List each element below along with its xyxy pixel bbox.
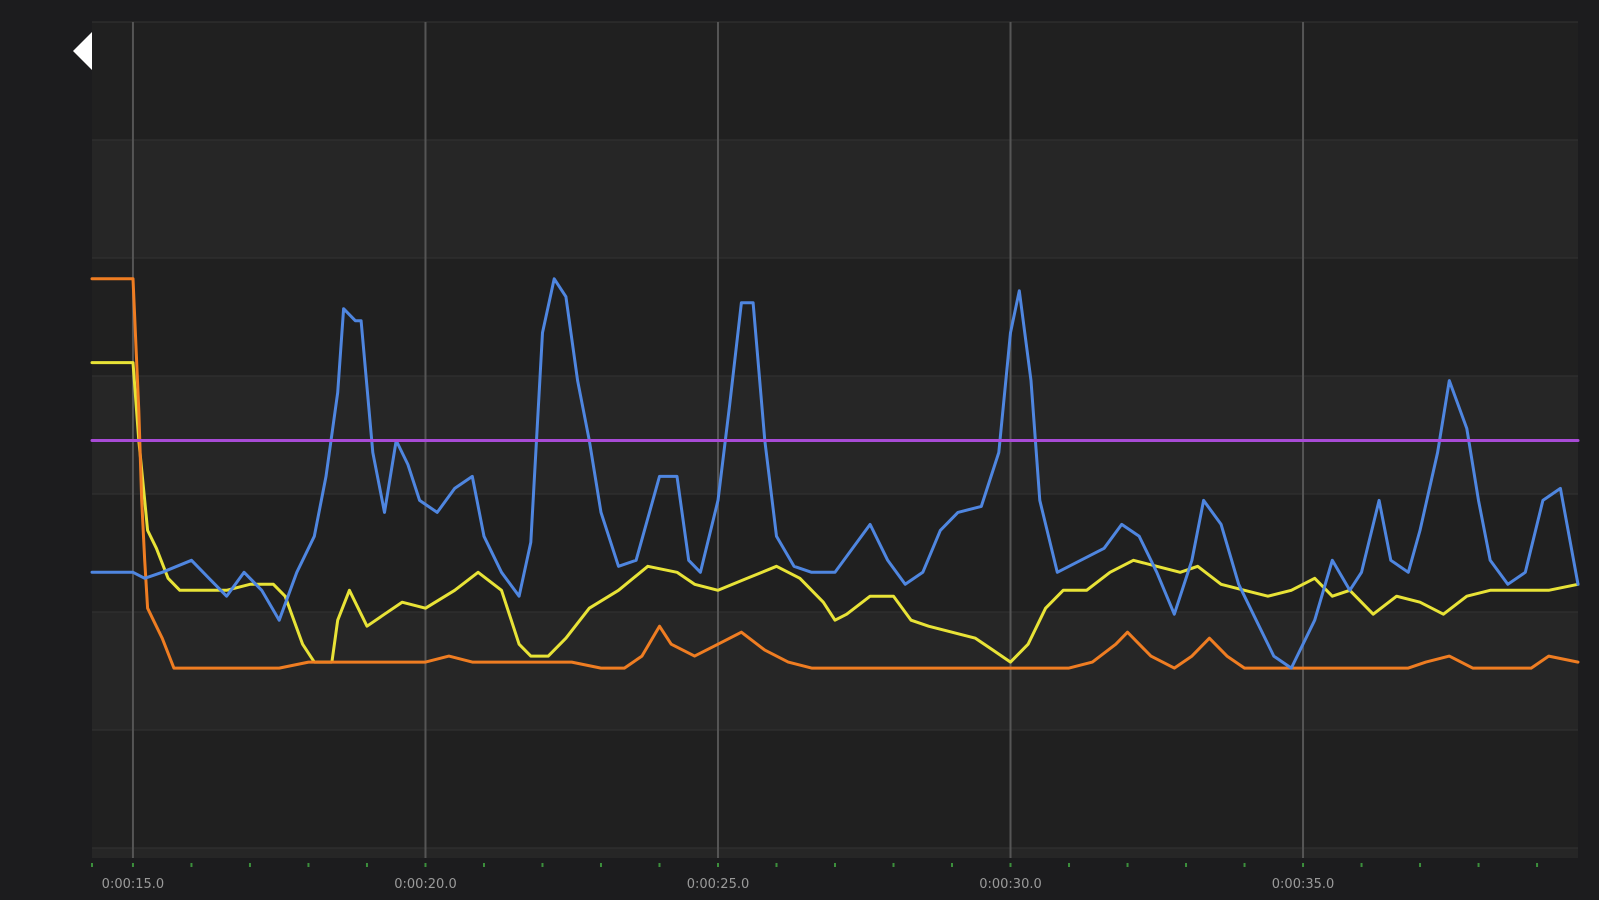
plot-band <box>92 848 1578 858</box>
x-tick-label: 0:00:35.0 <box>1272 877 1335 892</box>
x-tick-label: 0:00:30.0 <box>979 877 1042 892</box>
x-tick-label: 0:00:20.0 <box>394 877 457 892</box>
series-line-3 <box>90 277 1580 670</box>
plot-band <box>92 376 1578 494</box>
plot-band <box>92 140 1578 258</box>
plot-band <box>92 612 1578 730</box>
series-line-2 <box>90 277 1580 670</box>
x-tick-label: 0:00:15.0 <box>102 877 165 892</box>
x-tick-label: 0:00:25.0 <box>687 877 750 892</box>
series-line-1 <box>90 361 1580 664</box>
